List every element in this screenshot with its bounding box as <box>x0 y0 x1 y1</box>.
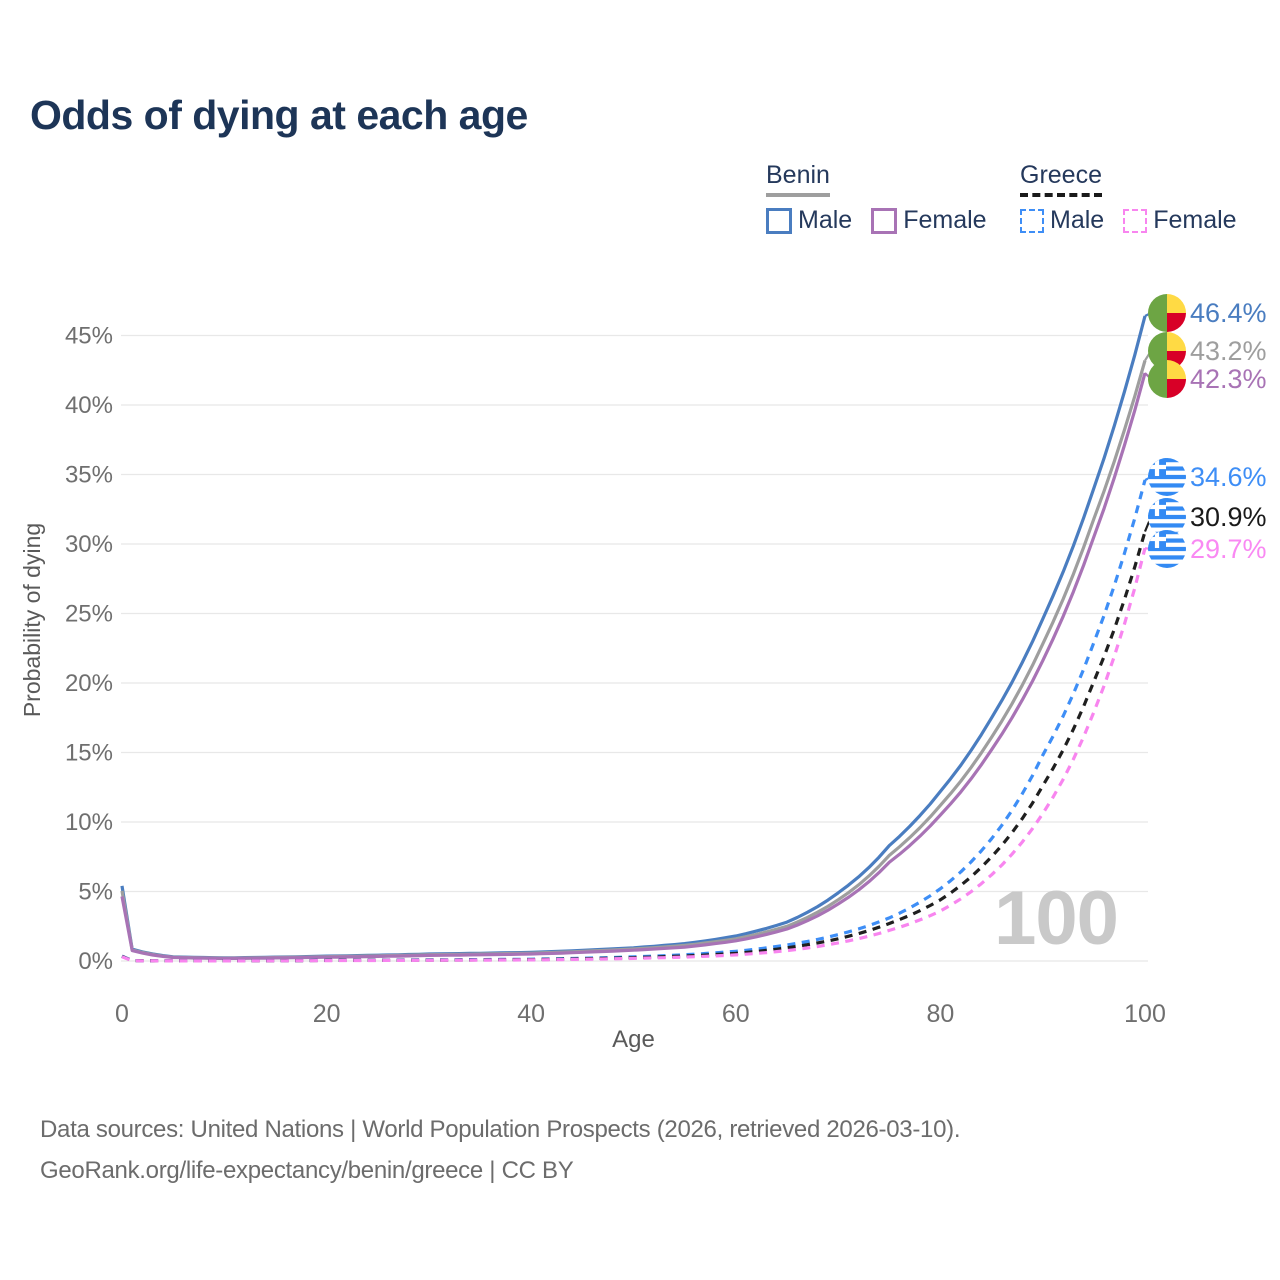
flag-icon-benin <box>1148 360 1186 398</box>
flag-icon-benin <box>1148 294 1186 332</box>
y-axis-title: Probability of dying <box>19 523 45 717</box>
legend-header-benin[interactable]: Benin <box>766 161 830 197</box>
flag-icon-greece <box>1148 458 1186 496</box>
series-end-label-greece-female: 29.7% <box>1190 534 1267 564</box>
benin-female-swatch-icon <box>871 207 898 234</box>
greece-female-swatch-icon <box>1123 208 1148 233</box>
y-tick-label: 15% <box>65 740 113 767</box>
series-end-label-benin-both: 43.2% <box>1190 336 1267 366</box>
series-line-benin-male[interactable] <box>120 315 1147 960</box>
greece-male-swatch-icon <box>1020 208 1044 233</box>
legend-item-label: Male <box>1050 206 1105 234</box>
footer-line-1: Data sources: United Nations | World Pop… <box>40 1116 961 1143</box>
age-watermark: 100 <box>994 876 1118 961</box>
x-tick-label: 80 <box>926 1000 954 1028</box>
footer-line-2: GeoRank.org/life-expectancy/benin/greece… <box>40 1157 574 1184</box>
series-end-label-greece-both: 30.9% <box>1190 502 1267 532</box>
series-line-benin-female[interactable] <box>120 372 1147 961</box>
x-tick-label: 20 <box>313 1000 341 1028</box>
series-line-greece-both[interactable] <box>121 531 1147 963</box>
series-end-label-benin-male: 46.4% <box>1190 298 1267 328</box>
legend-item-greece-female[interactable]: Female <box>1123 206 1237 235</box>
legend-group-greece: Greece Male Female <box>1020 161 1237 235</box>
legend-group-benin: Benin Male Female <box>766 161 987 235</box>
y-tick-label: 30% <box>65 531 113 558</box>
legend-item-label: Female <box>903 206 987 234</box>
y-tick-label: 5% <box>78 879 113 906</box>
legend-item-label: Female <box>1153 206 1237 234</box>
series-line-greece-female[interactable] <box>121 547 1147 963</box>
series-end-label-benin-female: 42.3% <box>1190 364 1267 394</box>
x-axis-title: Age <box>612 1026 655 1053</box>
legend-item-benin-female[interactable]: Female <box>871 206 987 235</box>
y-tick-label: 10% <box>65 809 113 836</box>
y-tick-label: 35% <box>65 462 113 489</box>
y-tick-label: 40% <box>65 392 113 419</box>
legend-item-greece-male[interactable]: Male <box>1020 206 1104 235</box>
legend-header-greece[interactable]: Greece <box>1020 161 1102 197</box>
flag-icon-greece <box>1148 530 1186 568</box>
x-tick-label: 100 <box>1124 1000 1166 1028</box>
series-end-label-greece-male: 34.6% <box>1190 462 1267 492</box>
legend-item-label: Male <box>798 206 853 234</box>
data-sources-footer: Data sources: United Nations | World Pop… <box>40 1109 961 1191</box>
series-line-benin-both[interactable] <box>120 360 1147 960</box>
x-tick-label: 0 <box>115 1000 129 1028</box>
benin-male-swatch-icon <box>766 207 792 234</box>
y-tick-label: 45% <box>65 323 113 350</box>
y-tick-label: 20% <box>65 670 113 697</box>
x-tick-label: 40 <box>517 1000 545 1028</box>
y-tick-label: 25% <box>65 601 113 628</box>
y-tick-label: 0% <box>78 948 113 975</box>
page-title: Odds of dying at each age <box>30 92 528 138</box>
legend-item-benin-male[interactable]: Male <box>766 206 852 235</box>
x-tick-label: 60 <box>722 1000 750 1028</box>
